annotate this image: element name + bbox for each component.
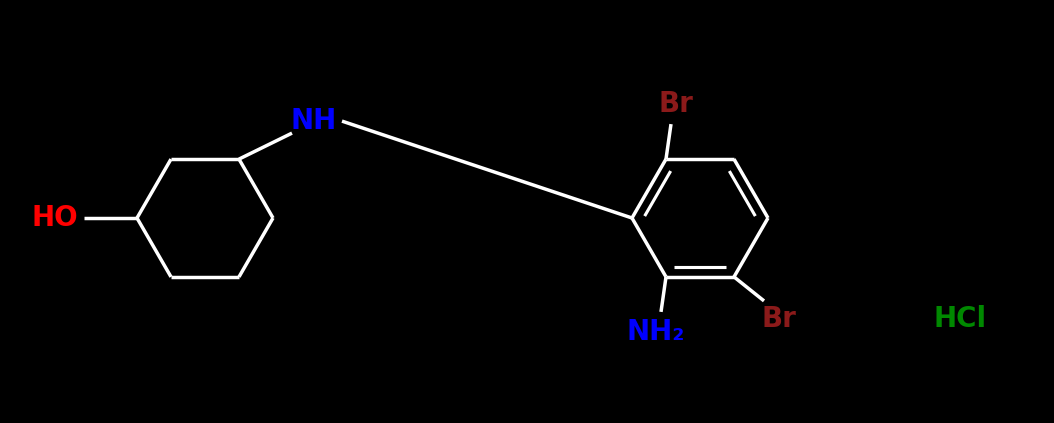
- Text: HO: HO: [32, 204, 78, 232]
- Text: NH: NH: [291, 107, 337, 135]
- Text: Br: Br: [762, 305, 797, 333]
- Text: HCl: HCl: [934, 305, 987, 333]
- Text: NH₂: NH₂: [627, 318, 685, 346]
- Text: Br: Br: [659, 90, 694, 118]
